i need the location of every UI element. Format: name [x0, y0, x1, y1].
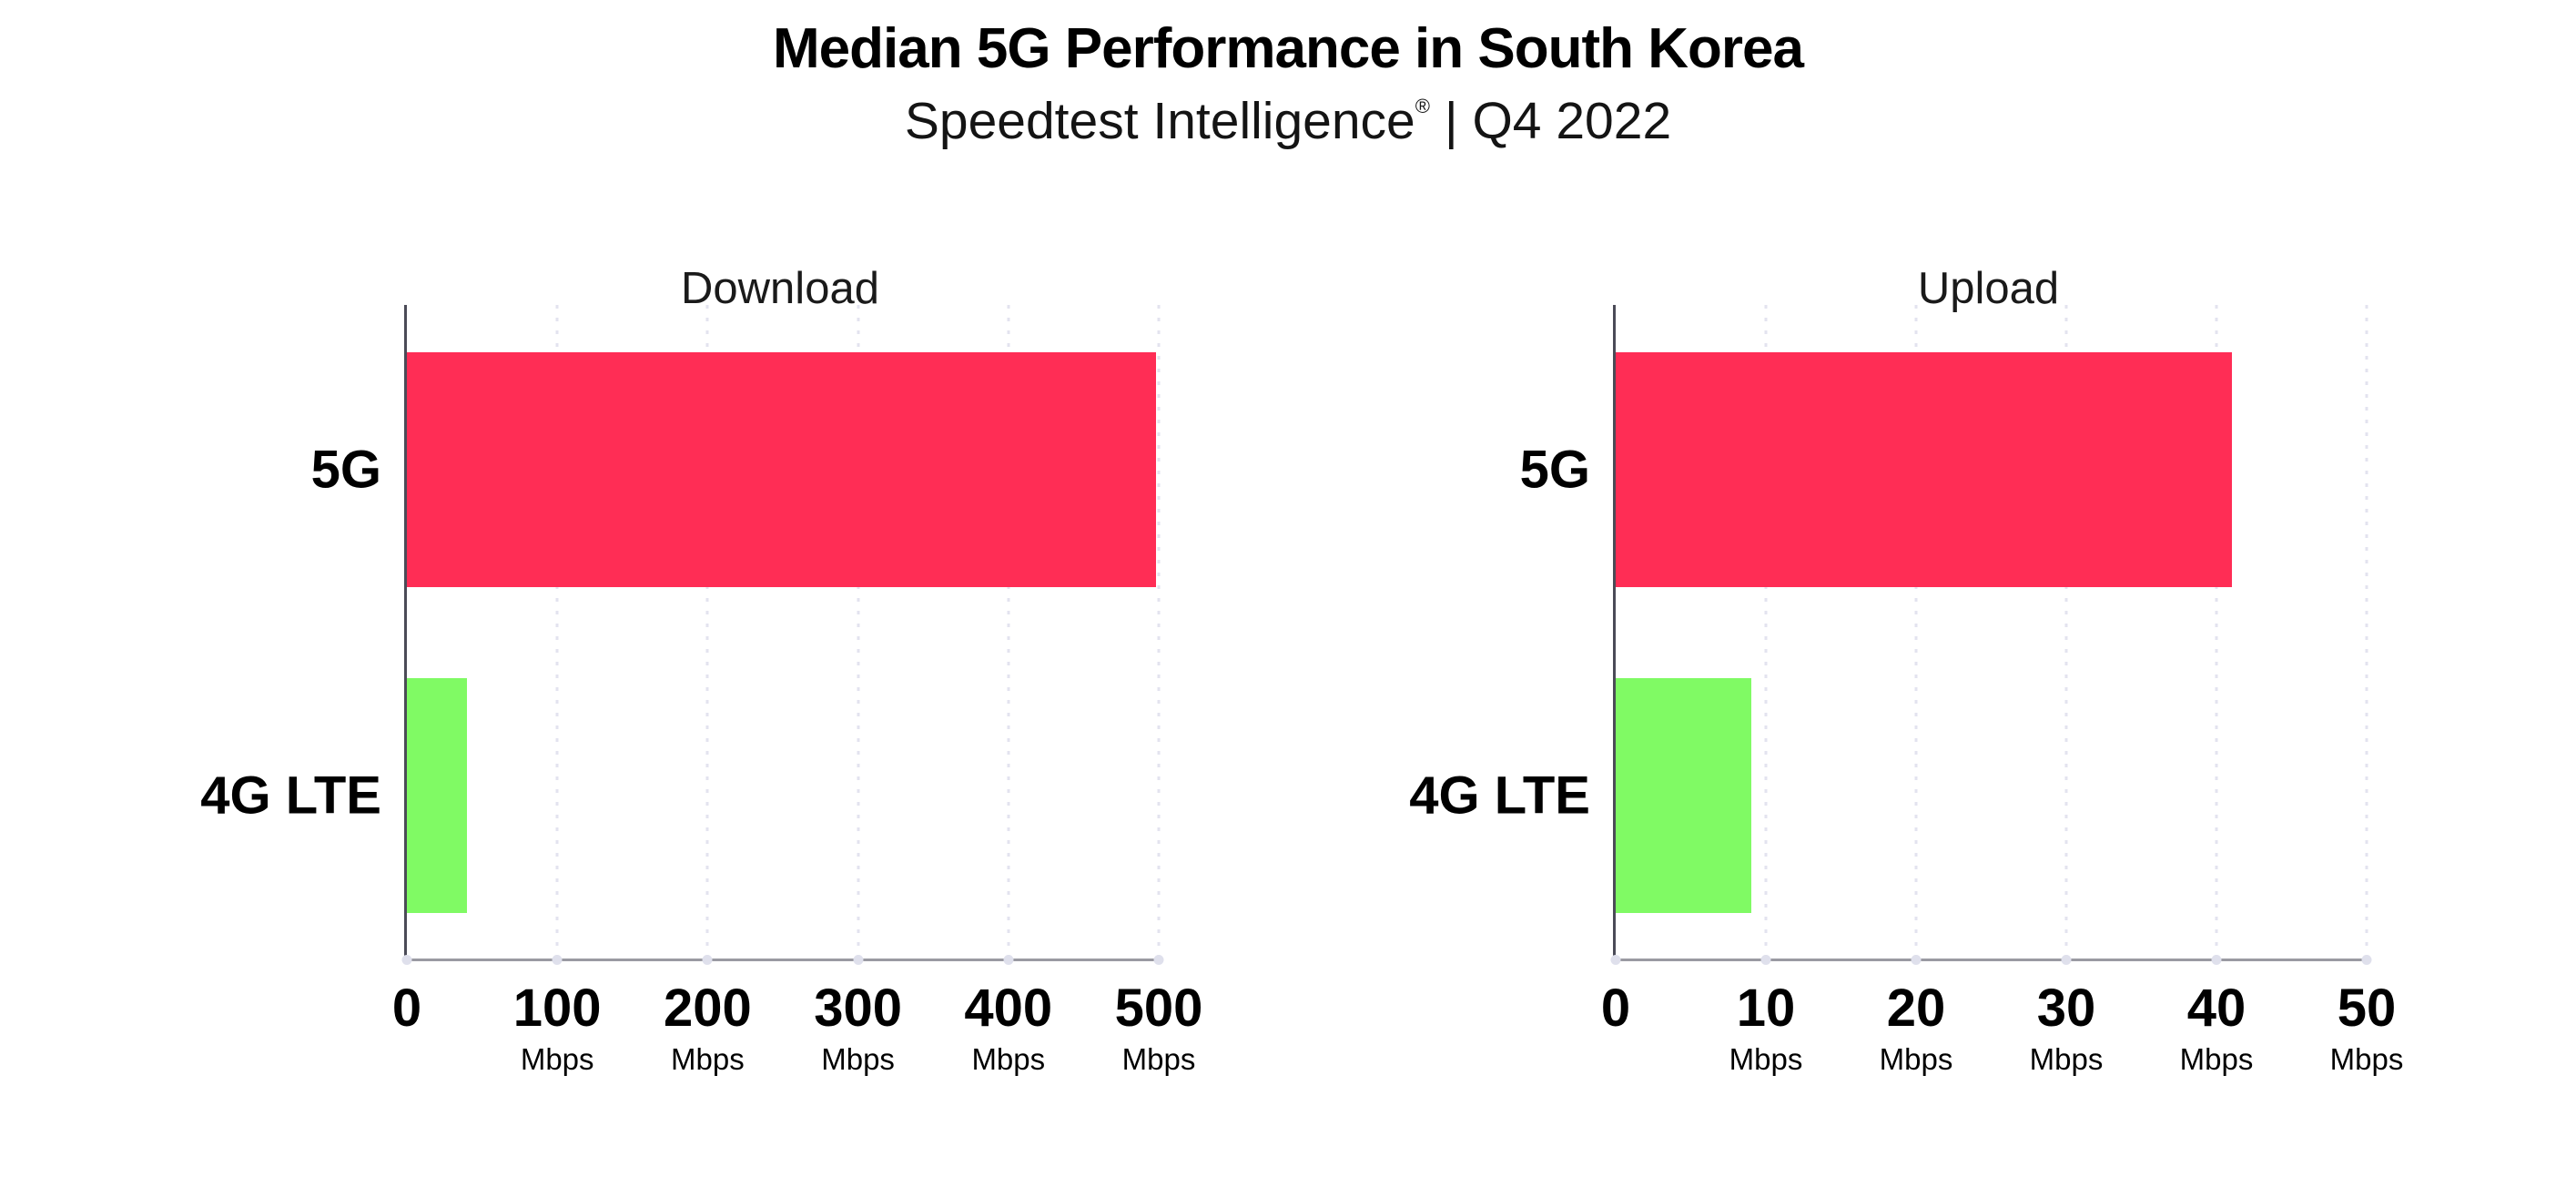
x-tick-value: 0 — [391, 979, 422, 1038]
category-label: 4G LTE — [200, 766, 381, 826]
x-tick-unit: Mbps — [2029, 1042, 2104, 1076]
x-tick-value: 50 — [2337, 979, 2397, 1038]
bar-4g-lte — [1616, 678, 1751, 913]
x-tick-unit: Mbps — [520, 1042, 594, 1076]
x-tick-value: 400 — [964, 979, 1053, 1038]
header: Median 5G Performance in South Korea Spe… — [0, 0, 2576, 150]
plot-area: 0 10 Mbps 20 Mbps 30 Mbps 40 Mbps 50 Mbps 5G 4G LTE — [1409, 305, 2403, 1074]
x-tick-label: 0 — [1601, 982, 1630, 1035]
x-tick-value: 500 — [1114, 979, 1203, 1038]
axis-tick-dot — [1760, 955, 1771, 965]
x-tick-label: 400 Mbps — [964, 979, 1053, 1076]
axis-tick-dot — [1610, 955, 1621, 965]
axis-tick-dot — [1911, 955, 1922, 965]
gridline — [2365, 305, 2368, 959]
x-tick-unit: Mbps — [821, 1042, 895, 1076]
registered-mark: ® — [1415, 95, 1430, 118]
axis-tick-dot — [552, 955, 563, 965]
axis-tick-dot — [2211, 955, 2222, 965]
category-label: 4G LTE — [1409, 766, 1590, 826]
x-tick-unit: Mbps — [1729, 1042, 1803, 1076]
x-tick-unit: Mbps — [971, 1042, 1046, 1076]
x-tick-unit: Mbps — [2179, 1042, 2254, 1076]
axis-tick-dot — [1153, 955, 1164, 965]
axis-tick-dot — [401, 955, 412, 965]
category-label: 5G — [1519, 440, 1590, 500]
x-tick-value: 20 — [1886, 979, 1946, 1038]
bar-4g-lte — [407, 678, 468, 913]
x-tick-label: 100 Mbps — [512, 979, 602, 1076]
bar-5g — [407, 352, 1156, 587]
x-tick-label: 30 Mbps — [2029, 979, 2104, 1076]
page-title: Median 5G Performance in South Korea — [773, 17, 1804, 80]
x-tick-unit: Mbps — [1879, 1042, 1953, 1076]
axis-tick-dot — [1003, 955, 1014, 965]
x-tick-value: 40 — [2186, 979, 2246, 1038]
page-subtitle: Speedtest Intelligence® | Q4 2022 — [0, 93, 2576, 150]
axis-tick-dot — [853, 955, 864, 965]
subtitle-brand: Speedtest Intelligence — [904, 92, 1415, 151]
x-tick-unit: Mbps — [2329, 1042, 2404, 1076]
footer: SPEEDTEST® OOKLA® — [0, 1124, 2576, 1197]
axis-tick-dot — [2061, 955, 2072, 965]
x-tick-value: 300 — [814, 979, 902, 1038]
axis-tick-dot — [2361, 955, 2372, 965]
x-tick-value: 0 — [1600, 979, 1631, 1038]
x-tick-value: 30 — [2036, 979, 2096, 1038]
axis-tick-dot — [702, 955, 713, 965]
x-tick-label: 300 Mbps — [814, 979, 902, 1076]
x-tick-label: 500 Mbps — [1114, 979, 1203, 1076]
x-tick-label: 10 Mbps — [1729, 979, 1803, 1076]
x-tick-unit: Mbps — [671, 1042, 745, 1076]
x-tick-label: 200 Mbps — [664, 979, 752, 1076]
bar-5g — [1616, 352, 2232, 587]
subtitle-period: | Q4 2022 — [1429, 92, 1672, 151]
chart-subtitle: Download — [681, 263, 879, 313]
chart-subtitle: Upload — [1917, 263, 2060, 313]
gridline — [1157, 305, 1161, 959]
x-tick-label: 20 Mbps — [1879, 979, 1953, 1076]
x-tick-label: 50 Mbps — [2329, 979, 2404, 1076]
x-tick-label: 0 — [392, 982, 421, 1035]
x-tick-unit: Mbps — [1121, 1042, 1196, 1076]
x-tick-label: 40 Mbps — [2179, 979, 2254, 1076]
category-label: 5G — [310, 440, 381, 500]
x-tick-value: 100 — [512, 979, 602, 1038]
x-tick-value: 10 — [1736, 979, 1796, 1038]
x-tick-value: 200 — [664, 979, 752, 1038]
plot-area: 0 100 Mbps 200 Mbps 300 Mbps 400 Mbps 500 Mbps 5G 4G… — [200, 305, 1202, 1074]
